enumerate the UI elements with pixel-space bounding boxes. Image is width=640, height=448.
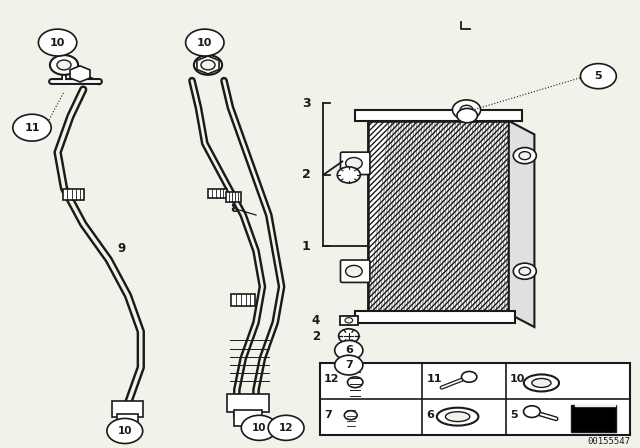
Bar — [368, 121, 509, 314]
FancyBboxPatch shape — [208, 189, 227, 198]
Circle shape — [513, 147, 536, 164]
Circle shape — [337, 167, 360, 183]
Bar — [112, 401, 143, 417]
Circle shape — [344, 411, 357, 420]
Bar — [368, 121, 509, 314]
Text: 7: 7 — [324, 410, 332, 420]
Circle shape — [335, 340, 363, 360]
Polygon shape — [575, 405, 615, 406]
Circle shape — [461, 371, 477, 382]
Circle shape — [50, 55, 78, 75]
Circle shape — [519, 267, 531, 275]
Bar — [355, 311, 515, 323]
Text: 7: 7 — [345, 360, 353, 370]
Circle shape — [268, 415, 304, 440]
Circle shape — [335, 355, 363, 375]
Text: 1: 1 — [301, 240, 310, 253]
Text: 10: 10 — [197, 38, 212, 47]
Circle shape — [452, 100, 481, 120]
Text: 00155547: 00155547 — [588, 437, 630, 446]
Text: 11: 11 — [24, 123, 40, 133]
Text: 3: 3 — [302, 96, 310, 110]
Circle shape — [107, 418, 143, 444]
Circle shape — [346, 158, 362, 169]
Text: 9: 9 — [118, 242, 125, 255]
Circle shape — [241, 415, 277, 440]
FancyBboxPatch shape — [231, 294, 255, 306]
Circle shape — [201, 60, 215, 70]
FancyBboxPatch shape — [340, 152, 370, 175]
Text: 6: 6 — [345, 345, 353, 355]
Text: 6: 6 — [426, 410, 434, 420]
Bar — [117, 414, 138, 428]
Text: 2: 2 — [312, 329, 320, 343]
Ellipse shape — [532, 379, 551, 388]
Circle shape — [513, 263, 536, 279]
Text: 10: 10 — [118, 426, 132, 436]
Circle shape — [57, 60, 71, 70]
Text: 5: 5 — [595, 71, 602, 81]
Circle shape — [460, 105, 473, 114]
Text: 10: 10 — [252, 423, 266, 433]
Ellipse shape — [445, 412, 470, 422]
Text: 12: 12 — [279, 423, 293, 433]
Ellipse shape — [437, 408, 479, 426]
FancyBboxPatch shape — [63, 189, 84, 200]
Circle shape — [339, 329, 359, 343]
FancyBboxPatch shape — [340, 316, 358, 325]
Bar — [320, 363, 630, 435]
Ellipse shape — [524, 375, 559, 392]
Circle shape — [345, 318, 353, 323]
Text: 4: 4 — [312, 314, 320, 327]
Circle shape — [580, 64, 616, 89]
Text: 10: 10 — [50, 38, 65, 47]
Text: 12: 12 — [324, 375, 339, 384]
Text: 11: 11 — [426, 375, 442, 384]
Text: 2: 2 — [301, 168, 310, 181]
Text: 5: 5 — [510, 410, 518, 420]
Polygon shape — [509, 121, 534, 327]
Circle shape — [38, 29, 77, 56]
Circle shape — [457, 108, 477, 123]
FancyBboxPatch shape — [572, 405, 616, 432]
Bar — [234, 410, 262, 426]
Circle shape — [348, 377, 363, 388]
Circle shape — [346, 265, 362, 277]
Text: 8: 8 — [230, 202, 239, 215]
Circle shape — [524, 406, 540, 418]
Bar — [227, 394, 269, 412]
Circle shape — [519, 151, 531, 159]
Bar — [355, 110, 522, 121]
FancyBboxPatch shape — [340, 260, 370, 282]
Circle shape — [186, 29, 224, 56]
Text: 10: 10 — [510, 375, 525, 384]
FancyBboxPatch shape — [226, 192, 241, 202]
Circle shape — [13, 114, 51, 141]
Circle shape — [194, 55, 222, 75]
